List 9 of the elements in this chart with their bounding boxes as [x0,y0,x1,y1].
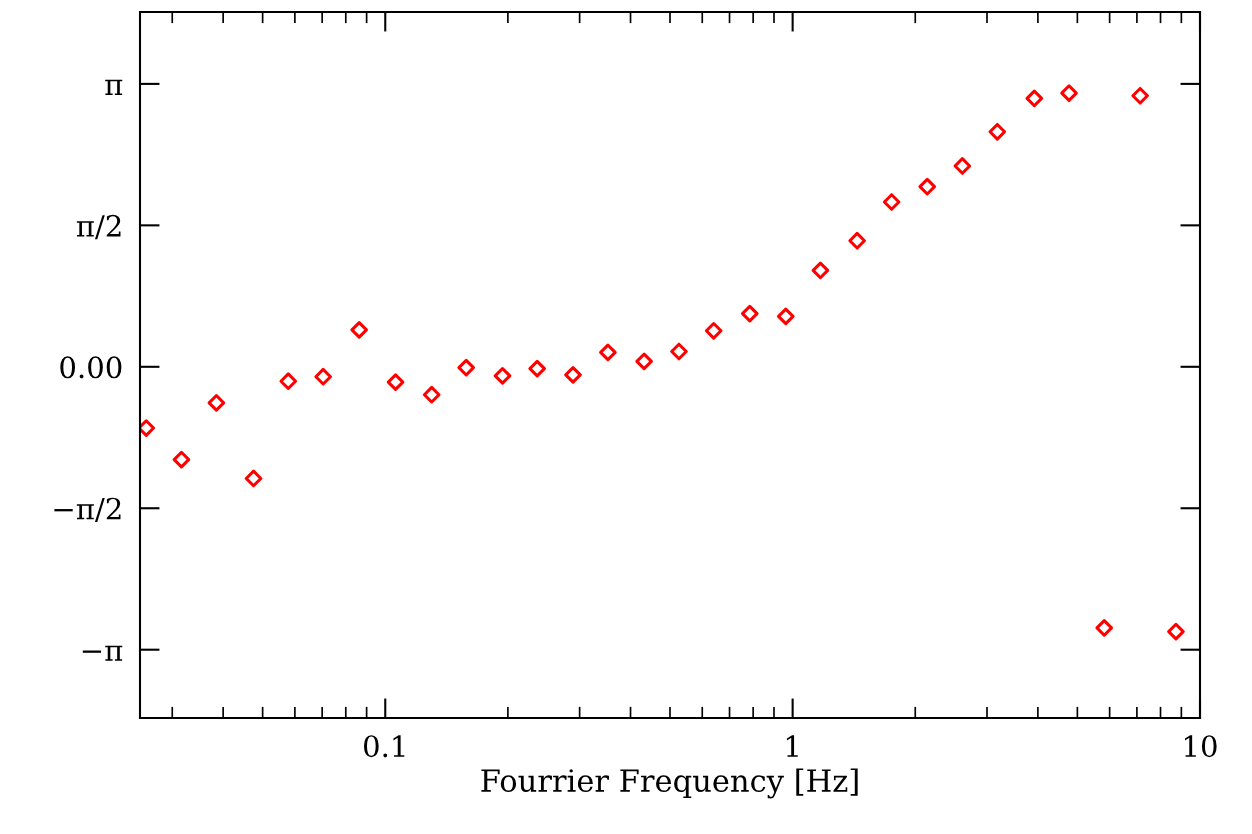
y-tick-label: 0.00 [60,356,122,379]
y-tick-label: −π/2 [54,497,121,523]
y-tick-label: π [105,79,123,95]
x-axis-title: Fourrier Frequency [Hz] [481,768,858,799]
x-tick-label: 10 [1185,735,1217,758]
x-tick-label: 1 [786,735,798,757]
y-tick-label: −π [82,645,123,661]
y-tick-label: π/2 [76,214,121,240]
x-tick-label: 0.1 [363,735,405,758]
